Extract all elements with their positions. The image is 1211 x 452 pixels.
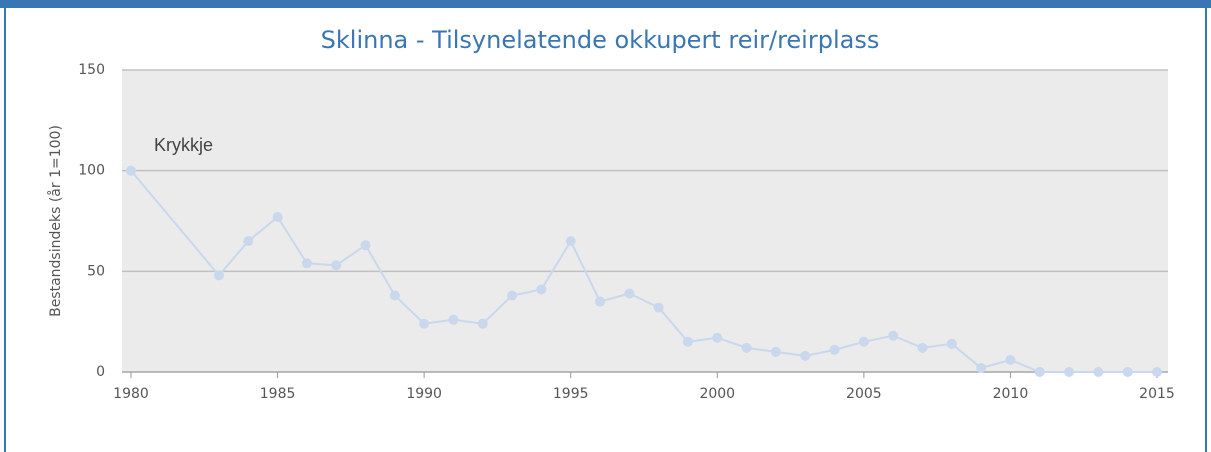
x-tick-label: 2015 bbox=[1139, 386, 1175, 402]
x-tick-label: 1990 bbox=[406, 386, 442, 402]
data-point bbox=[243, 236, 254, 247]
data-point bbox=[213, 270, 224, 281]
data-point bbox=[976, 362, 987, 373]
x-tick-label: 2005 bbox=[846, 386, 882, 402]
data-point bbox=[888, 330, 899, 341]
data-point bbox=[536, 284, 547, 295]
data-point bbox=[712, 332, 723, 343]
left-border bbox=[4, 8, 6, 452]
data-point bbox=[741, 342, 752, 353]
data-point bbox=[477, 318, 488, 329]
data-point bbox=[389, 290, 400, 301]
data-point bbox=[360, 240, 371, 251]
chart-title: Sklinna - Tilsynelatende okkupert reir/r… bbox=[321, 26, 880, 54]
plot-area bbox=[122, 70, 1168, 372]
data-point bbox=[917, 342, 928, 353]
data-point bbox=[1034, 367, 1045, 377]
data-point bbox=[565, 236, 576, 247]
data-point bbox=[331, 260, 342, 271]
x-tick-label: 1995 bbox=[553, 386, 589, 402]
data-point bbox=[624, 288, 635, 299]
x-tick-label: 2000 bbox=[699, 386, 735, 402]
data-point bbox=[1122, 367, 1133, 377]
data-point bbox=[829, 344, 840, 355]
data-point bbox=[946, 338, 957, 349]
right-border bbox=[1205, 8, 1207, 452]
data-point bbox=[595, 296, 606, 307]
y-tick-label: 50 bbox=[87, 263, 105, 279]
data-point bbox=[507, 290, 518, 301]
data-point bbox=[272, 211, 283, 222]
y-tick-label: 100 bbox=[78, 163, 105, 179]
data-point bbox=[419, 318, 430, 329]
x-tick-label: 1985 bbox=[260, 386, 296, 402]
data-point bbox=[1064, 367, 1075, 377]
x-tick-label: 1980 bbox=[113, 386, 149, 402]
series-line bbox=[130, 170, 1157, 373]
data-point bbox=[653, 302, 664, 313]
data-point bbox=[800, 350, 811, 361]
top-border bbox=[0, 0, 1211, 8]
x-tick-label: 2010 bbox=[993, 386, 1029, 402]
data-point bbox=[1093, 367, 1104, 377]
series-label: Krykkje bbox=[154, 135, 213, 155]
data-point bbox=[1005, 354, 1016, 365]
data-point bbox=[682, 336, 693, 347]
data-point bbox=[448, 314, 459, 325]
y-axis-label: Bestandsindeks (år 1=100) bbox=[47, 125, 64, 317]
data-point bbox=[1152, 367, 1162, 377]
y-tick-label: 0 bbox=[96, 364, 105, 380]
y-tick-label: 150 bbox=[78, 62, 105, 78]
data-point bbox=[770, 346, 781, 357]
data-point bbox=[301, 258, 312, 269]
data-point bbox=[858, 336, 869, 347]
data-point bbox=[126, 165, 136, 176]
